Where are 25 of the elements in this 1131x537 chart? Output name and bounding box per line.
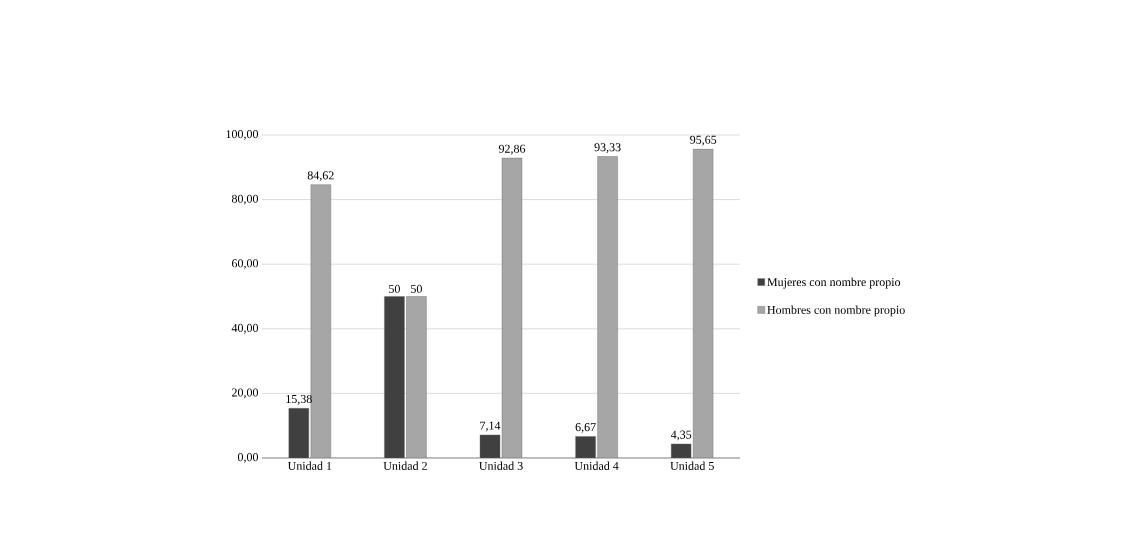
data-label: 95,65 — [690, 135, 717, 146]
x-tick-label: Unidad 1 — [287, 461, 332, 470]
legend-label: Mujeres con nombre propio — [767, 277, 901, 289]
data-label: 50 — [411, 284, 422, 293]
x-tick-label: Unidad 2 — [383, 461, 427, 470]
data-label: 50 — [389, 284, 400, 293]
x-tick-label: Unidad 3 — [479, 461, 523, 470]
data-label: 4,35 — [670, 430, 692, 441]
data-label: 7,14 — [480, 421, 501, 432]
y-tick-label: 40,00 — [231, 323, 259, 334]
x-tick-label: Unidad 5 — [670, 461, 714, 470]
legend-label: Hombres con nombre propio — [767, 305, 905, 317]
y-tick-label: 80,00 — [231, 194, 259, 205]
y-tick-label: 0,00 — [237, 453, 259, 463]
data-label: 93,33 — [594, 143, 621, 153]
data-label: 84,62 — [307, 171, 334, 182]
data-label: 92,86 — [498, 144, 526, 155]
bar — [288, 408, 310, 458]
y-tick-label: 100,00 — [226, 130, 259, 140]
bar — [671, 443, 692, 458]
y-tick-label: 20,00 — [232, 388, 259, 399]
x-tick-label: Unidad 4 — [574, 461, 619, 470]
data-label: 15,38 — [286, 394, 312, 405]
data-label: 6,67 — [575, 423, 596, 433]
y-tick-label: 60,00 — [232, 259, 259, 270]
